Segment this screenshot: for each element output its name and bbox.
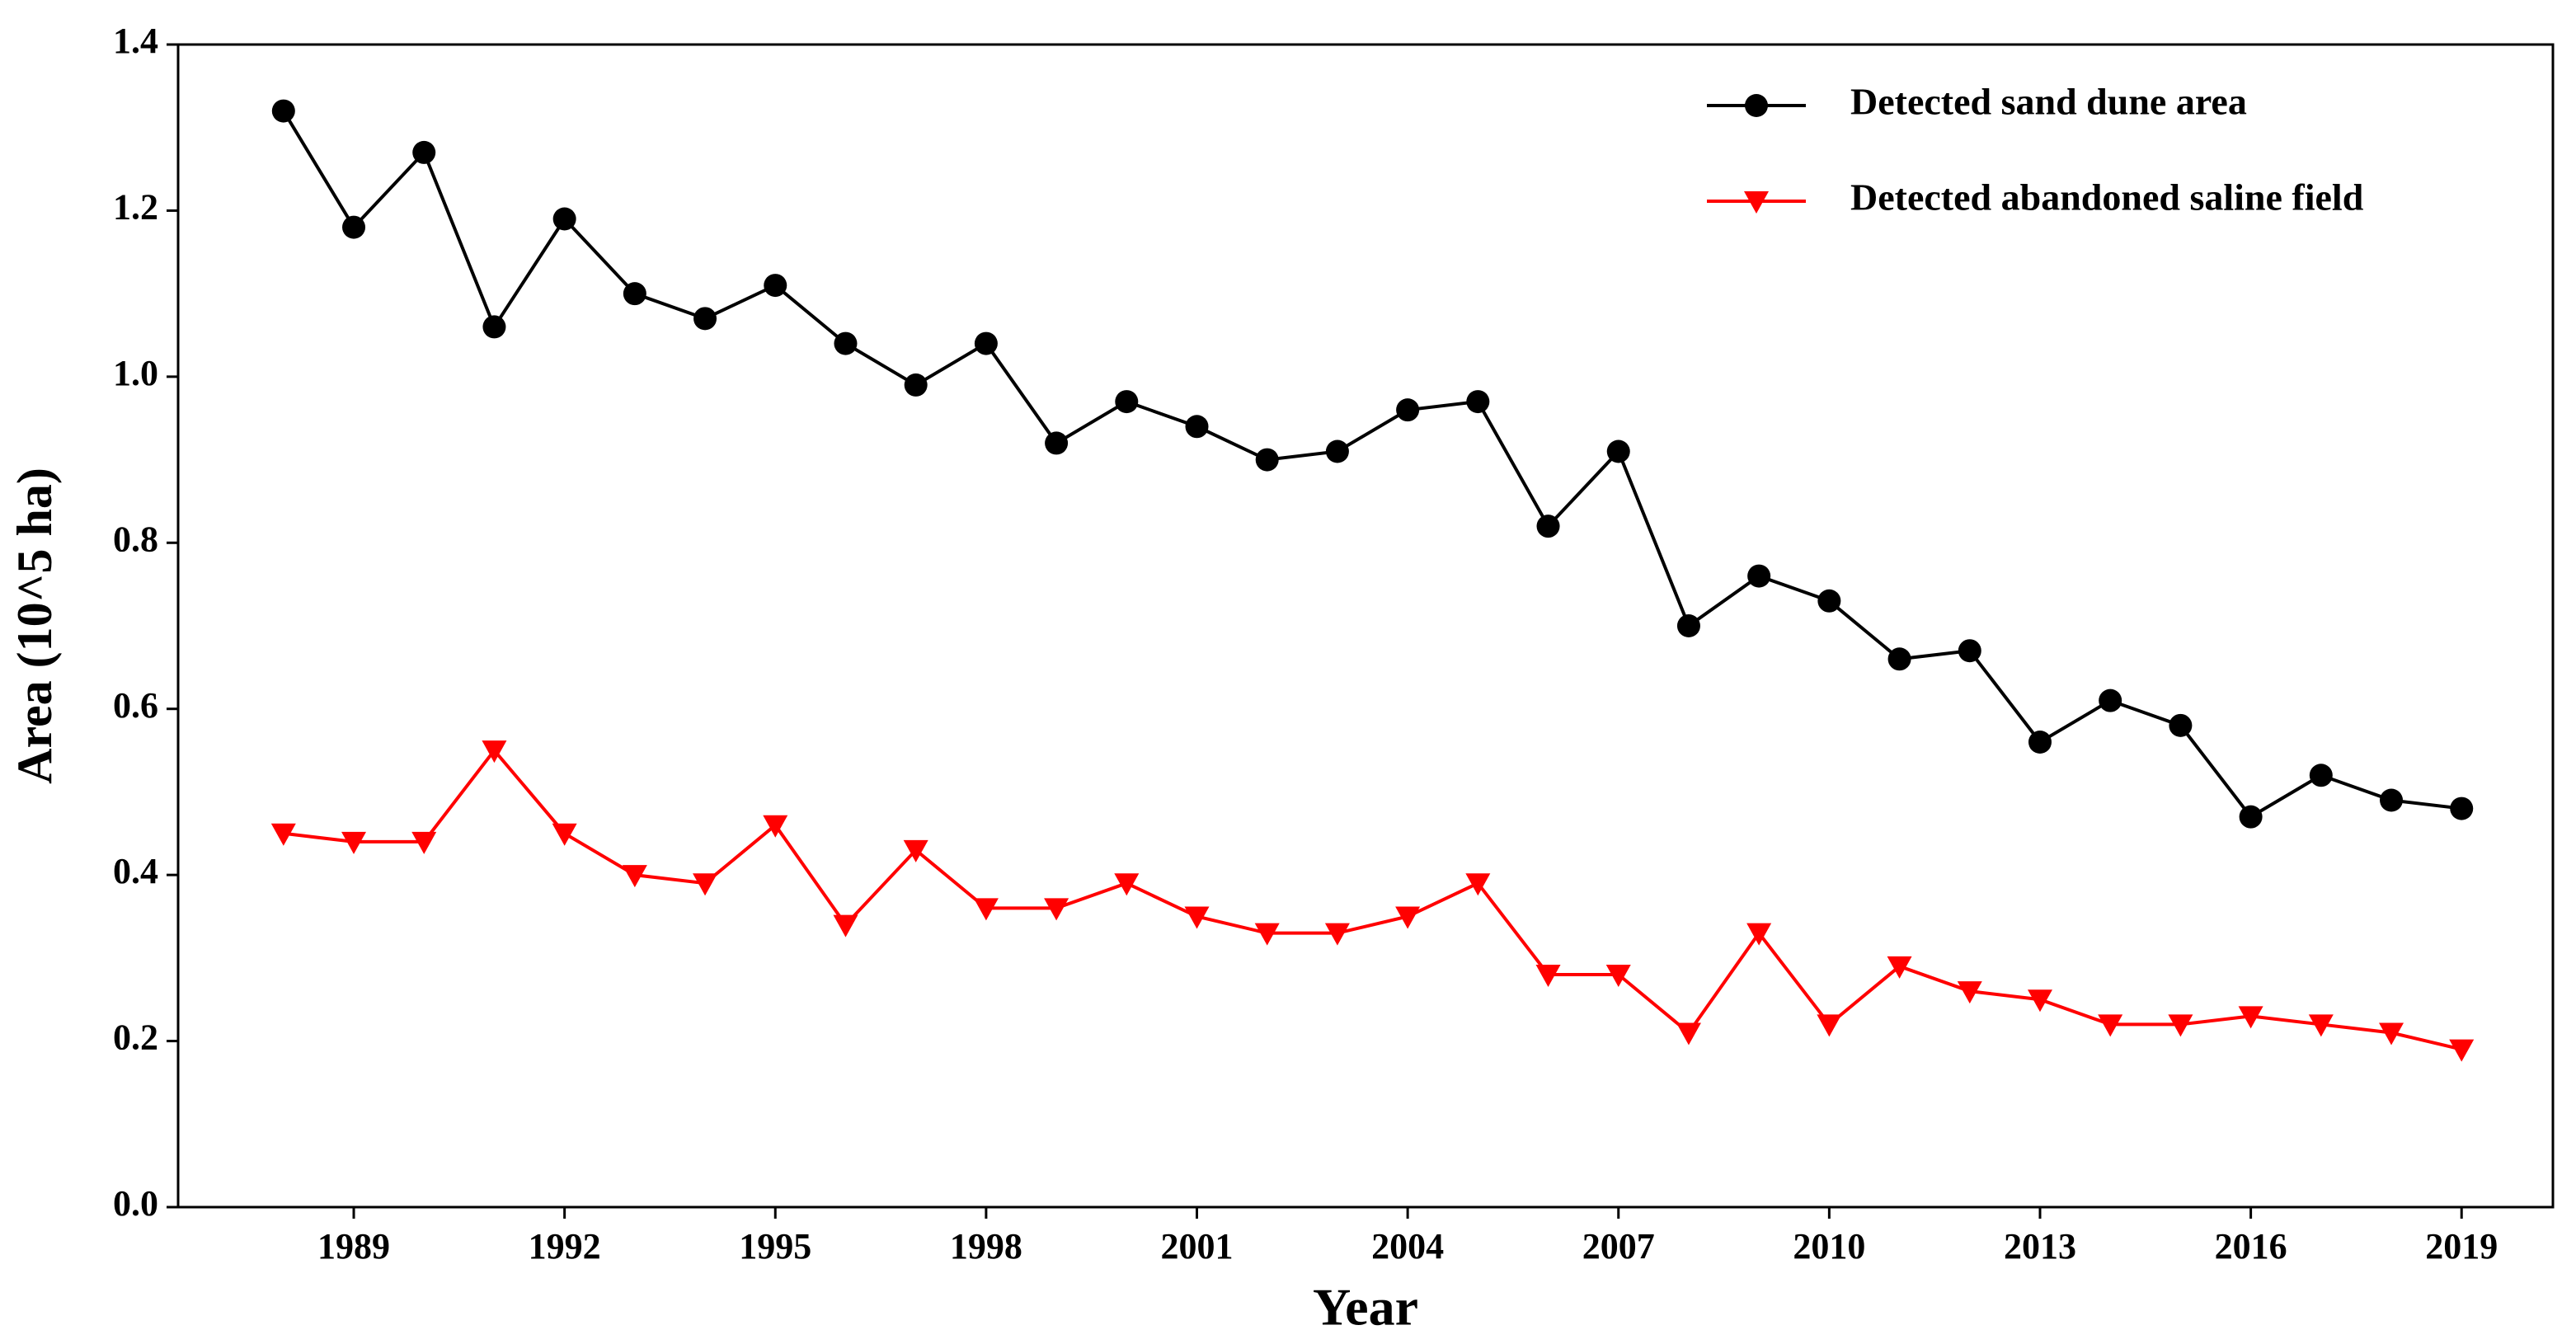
- legend-marker: [1744, 191, 1769, 214]
- marker: [1466, 390, 1490, 414]
- marker: [1957, 981, 1982, 1004]
- marker: [2098, 1014, 2123, 1037]
- marker: [1676, 614, 1700, 637]
- marker: [2099, 688, 2122, 712]
- marker: [2379, 1022, 2404, 1046]
- marker: [1535, 965, 1561, 987]
- marker: [1676, 1022, 1701, 1046]
- marker: [1817, 589, 1841, 613]
- marker: [2238, 1006, 2263, 1029]
- x-tick-label: 1989: [317, 1226, 390, 1266]
- marker: [622, 865, 647, 888]
- marker: [764, 274, 787, 298]
- marker: [552, 207, 576, 231]
- marker: [1185, 415, 1209, 439]
- marker: [1746, 923, 1772, 946]
- marker: [973, 898, 999, 921]
- series-line: [283, 747, 2462, 1051]
- marker: [412, 140, 436, 164]
- marker: [763, 815, 788, 838]
- marker: [2380, 788, 2404, 812]
- x-tick-label: 2013: [2004, 1226, 2076, 1266]
- marker: [693, 873, 718, 896]
- marker: [2450, 797, 2474, 820]
- marker: [1324, 923, 1350, 946]
- marker: [1325, 439, 1349, 463]
- marker: [552, 823, 577, 846]
- marker: [693, 307, 717, 331]
- y-tick-label: 0.2: [113, 1017, 158, 1058]
- x-tick-label: 2001: [1161, 1226, 1234, 1266]
- marker: [623, 282, 646, 306]
- marker: [1747, 564, 1771, 588]
- marker: [1396, 398, 1420, 422]
- marker: [1605, 965, 1631, 987]
- plot-frame: [176, 43, 2555, 1209]
- x-tick-label: 2004: [1371, 1226, 1444, 1266]
- marker: [1606, 439, 1630, 463]
- marker: [482, 740, 507, 764]
- marker: [2449, 1039, 2475, 1062]
- marker: [2027, 989, 2052, 1013]
- marker: [1395, 906, 1421, 929]
- marker: [1465, 873, 1491, 896]
- marker: [1254, 923, 1280, 946]
- marker: [411, 831, 437, 854]
- marker: [342, 215, 366, 239]
- x-tick-label: 2007: [1582, 1226, 1655, 1266]
- marker: [1817, 1014, 1842, 1037]
- marker: [903, 839, 928, 862]
- marker: [834, 331, 858, 355]
- legend-marker: [1745, 94, 1768, 117]
- y-tick-label: 0.0: [113, 1183, 158, 1224]
- marker: [974, 331, 998, 355]
- marker: [1114, 873, 1140, 896]
- marker: [2169, 713, 2193, 737]
- marker: [1958, 639, 1981, 663]
- marker: [2239, 805, 2263, 829]
- marker: [904, 373, 928, 397]
- marker: [1255, 448, 1279, 472]
- y-tick-label: 1.2: [113, 187, 158, 228]
- x-tick-label: 2010: [1793, 1226, 1865, 1266]
- series-line: [282, 110, 2462, 820]
- y-axis-label: Area (10^5 ha): [7, 468, 62, 784]
- y-tick-label: 1.0: [113, 353, 158, 393]
- marker: [341, 831, 367, 854]
- marker: [1536, 515, 1560, 538]
- marker: [271, 99, 295, 123]
- marker: [1115, 390, 1139, 414]
- marker: [2028, 731, 2052, 754]
- y-tick-label: 0.8: [113, 519, 158, 559]
- x-tick-label: 1998: [950, 1226, 1022, 1266]
- x-tick-label: 1995: [739, 1226, 811, 1266]
- marker: [1184, 906, 1210, 929]
- marker: [2309, 764, 2333, 787]
- x-axis-label: Year: [1313, 1278, 1418, 1337]
- legend-label: Detected sand dune area: [1850, 81, 2247, 123]
- marker: [482, 315, 506, 339]
- x-tick-label: 2016: [2215, 1226, 2287, 1266]
- marker: [1045, 431, 1069, 455]
- marker: [1887, 956, 1912, 979]
- marker: [2168, 1014, 2193, 1037]
- legend-label: Detected abandoned saline field: [1850, 176, 2364, 219]
- x-tick-label: 2019: [2425, 1226, 2498, 1266]
- marker: [1887, 647, 1911, 671]
- marker: [1044, 898, 1069, 921]
- y-tick-label: 0.6: [113, 685, 158, 726]
- marker: [2308, 1014, 2334, 1037]
- marker: [833, 914, 858, 938]
- x-tick-label: 1992: [529, 1226, 601, 1266]
- y-tick-label: 1.4: [113, 21, 158, 61]
- marker: [270, 823, 296, 846]
- y-tick-label: 0.4: [113, 851, 158, 891]
